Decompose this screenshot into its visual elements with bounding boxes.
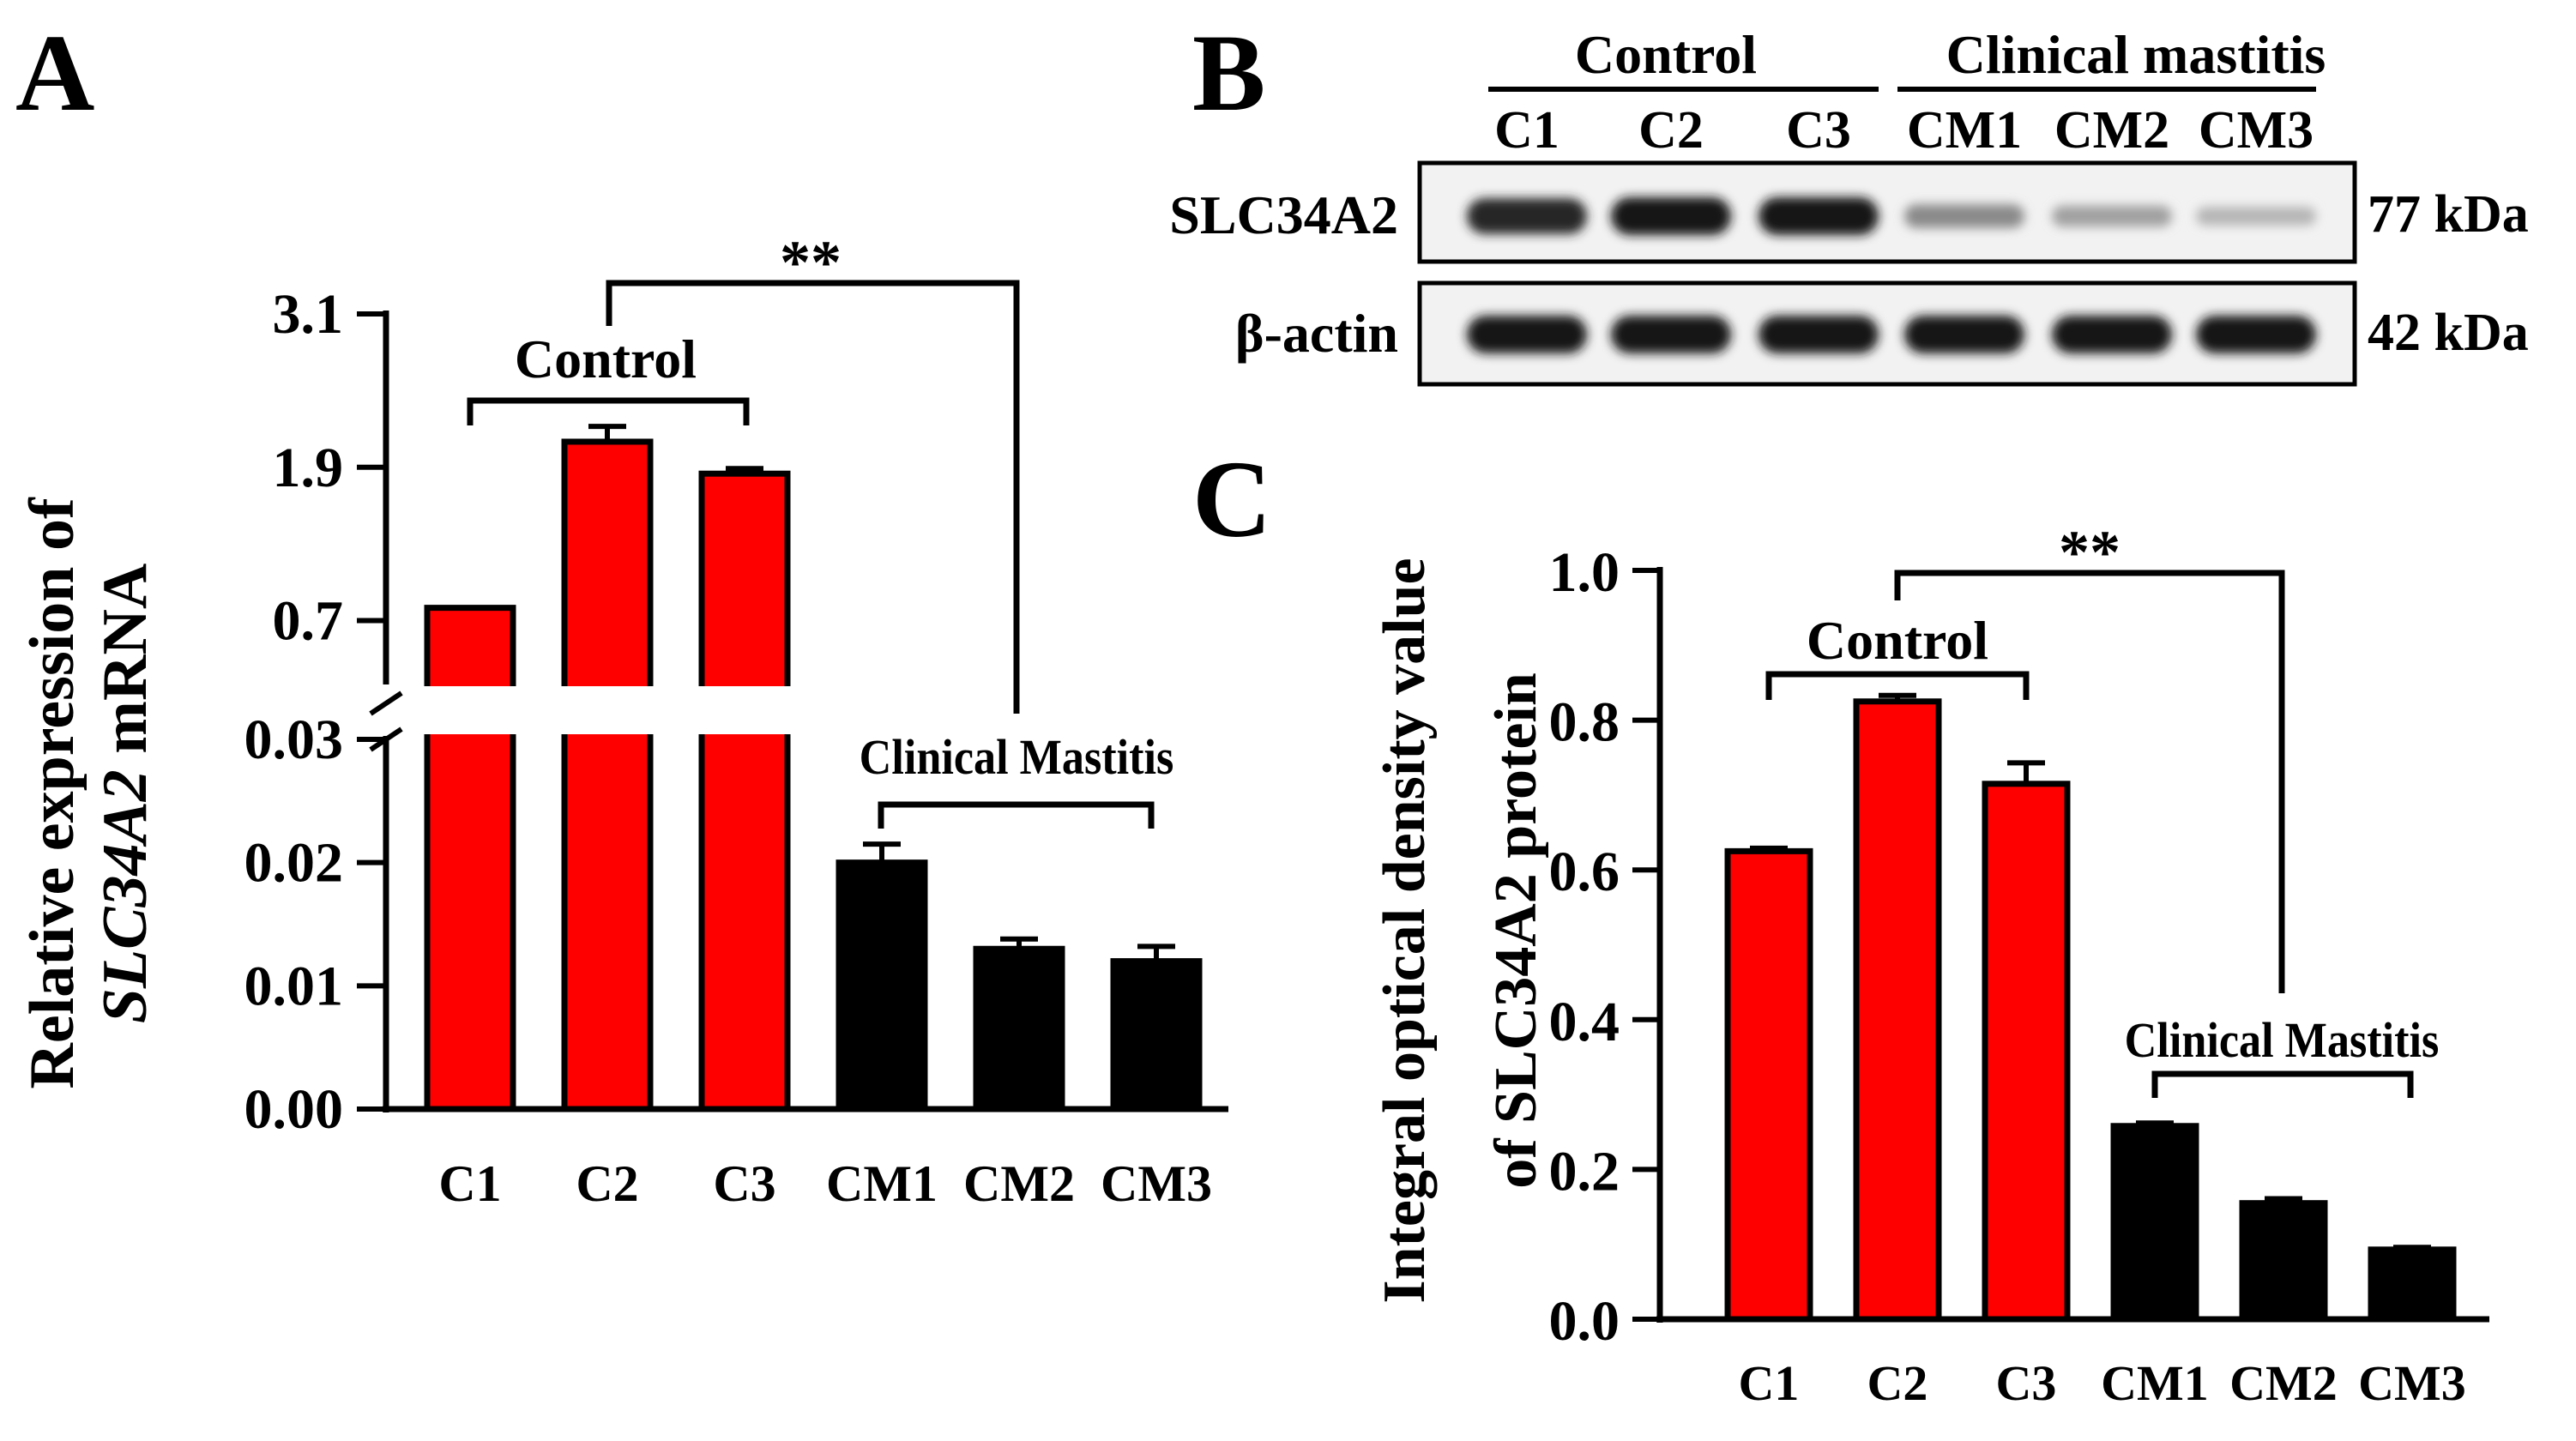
blot-lane-labels: C1 C2 C3 CM1 CM2 CM3: [1494, 101, 2314, 160]
panel-c-x-label-cm1: CM1: [2101, 1355, 2209, 1411]
panel-a-x-label-c1: C1: [438, 1155, 501, 1212]
panel-c-bars: [1724, 692, 2457, 1323]
blot-lane-label-c2: C2: [1638, 101, 1704, 160]
blot-row-actin-label: β-actin: [1235, 303, 1398, 364]
panel-a-axis-break-mark-bottom: [369, 727, 403, 752]
panel-c-mastitis-label: Clinical Mastitis: [2125, 1012, 2440, 1067]
panel-a-x-label-cm2: CM2: [963, 1155, 1075, 1212]
panel-a: A Relative expression of SLC34A2 mRNA 0.…: [15, 12, 1235, 1212]
panel-c: C Integral optical density value of SLC3…: [1192, 438, 2489, 1411]
panel-c-bar-c3: [1982, 781, 2071, 1323]
panel-a-axis-break-gap: [377, 686, 1235, 734]
panel-c-y-tick-label: 0.4: [1549, 991, 1620, 1053]
panel-c-x-label-c1: C1: [1739, 1355, 1800, 1411]
panel-c-y-ticks: 0.0 0.2 0.4 0.6 0.8 1.0: [1549, 541, 1660, 1353]
blot-band-slc34a2-c3: [1759, 197, 1879, 235]
panel-a-bar-c1: [424, 605, 516, 1112]
panel-a-x-label-c3: C3: [713, 1155, 775, 1212]
blot-lane-label-cm2: CM2: [2054, 101, 2169, 160]
blot-lane-label-cm3: CM3: [2199, 101, 2314, 160]
blot-lane-label-cm1: CM1: [1907, 101, 2022, 160]
blot-band-actin-c1: [1467, 316, 1587, 353]
panel-c-control-label: Control: [1807, 610, 1988, 671]
panel-c-x-tick-labels: C1 C2 C3 CM1 CM2 CM3: [1739, 1355, 2466, 1411]
panel-c-mastitis-bracket: [2151, 1070, 2414, 1098]
blot-bands: [1467, 197, 2316, 353]
panel-a-control-bracket: [467, 397, 750, 425]
panel-a-y-tick-label: 0.00: [244, 1078, 344, 1141]
panel-c-significance-bracket: [1894, 570, 2285, 993]
panel-a-y-tick-label: 0.03: [244, 708, 344, 771]
panel-c-x-label-cm2: CM2: [2229, 1355, 2338, 1411]
blot-row-actin-size: 42 kDa: [2368, 304, 2529, 362]
blot-band-actin-c2: [1611, 316, 1731, 353]
panel-c-bar-c2: [1853, 698, 1942, 1323]
blot-band-actin-cm1: [1904, 316, 2024, 353]
panel-a-bar-c2: [561, 438, 654, 1112]
panel-c-x-label-c2: C2: [1867, 1355, 1928, 1411]
blot-row-slc34a2-label: SLC34A2: [1169, 184, 1398, 245]
blot-band-slc34a2-c2: [1611, 197, 1731, 235]
panel-a-bar-cm2: [973, 945, 1065, 1112]
blot-band-slc34a2-cm2: [2052, 205, 2172, 227]
blot-group-control: Control: [1575, 24, 1757, 85]
panel-c-bar-cm2: [2239, 1200, 2328, 1323]
panel-a-y-tick-label: 0.7: [273, 590, 344, 653]
panel-a-y-tick-label: 1.9: [273, 437, 344, 499]
panel-a-ylabel-suffix: mRNA: [90, 564, 160, 769]
panel-a-ylabel-gene: SLC34A2: [90, 769, 160, 1023]
panel-c-control-bracket: [1765, 671, 2030, 700]
panel-a-x-label-c2: C2: [576, 1155, 638, 1212]
blot-band-actin-c3: [1759, 316, 1879, 353]
panel-a-y-ticks: 0.00 0.01 0.02 0.03 0.7 1.9 3.1: [244, 283, 386, 1141]
panel-c-x-label-cm3: CM3: [2358, 1355, 2466, 1411]
blot-group-mastitis: Clinical mastitis: [1946, 24, 2326, 85]
blot-row-slc34a2-size: 77 kDa: [2368, 185, 2529, 244]
blot-lane-label-c1: C1: [1494, 101, 1559, 160]
blot-band-slc34a2-c1: [1467, 198, 1587, 234]
panel-a-y-tick-label: 3.1: [273, 283, 344, 346]
panel-c-x-label-c3: C3: [1996, 1355, 2057, 1411]
panel-c-y-tick-label: 0.8: [1549, 691, 1620, 754]
panel-c-y-tick-label: 0.0: [1549, 1290, 1620, 1353]
panel-c-y-tick-label: 0.2: [1549, 1140, 1620, 1203]
panel-a-y-tick-label: 0.02: [244, 832, 344, 895]
panel-c-bar-c1: [1724, 847, 1813, 1323]
blot-band-slc34a2-cm1: [1904, 204, 2024, 228]
panel-c-letter: C: [1192, 438, 1271, 560]
panel-a-mastitis-label: Clinical Mastitis: [860, 729, 1174, 784]
panel-c-ylabel-line1: Integral optical density value: [1372, 558, 1438, 1303]
panel-c-bar-cm3: [2368, 1246, 2457, 1323]
panel-c-ylabel-line2: of SLC34A2 protein: [1483, 672, 1549, 1189]
panel-c-significance-label: **: [2059, 518, 2121, 587]
panel-a-bar-cm3: [1110, 958, 1203, 1112]
panel-a-control-label: Control: [515, 329, 697, 389]
panel-c-bar-cm1: [2110, 1123, 2199, 1323]
panel-c-y-tick-label: 1.0: [1549, 541, 1620, 604]
panel-b-letter: B: [1192, 12, 1265, 134]
blot-lane-label-c3: C3: [1786, 101, 1851, 160]
panel-a-x-label-cm1: CM1: [826, 1155, 938, 1212]
panel-a-ylabel-line1: Relative expression of: [17, 497, 87, 1089]
panel-a-significance-label: **: [780, 228, 842, 297]
panel-a-x-label-cm3: CM3: [1101, 1155, 1212, 1212]
panel-a-axis-break-mark-top: [369, 690, 403, 716]
panel-a-mastitis-bracket: [878, 801, 1155, 829]
panel-b: B Control Clinical mastitis C1 C2 C3 CM1 CM2…: [1169, 12, 2529, 387]
panel-a-significance-bracket: [606, 280, 1020, 714]
panel-a-bar-c3: [698, 470, 791, 1112]
panel-c-y-tick-label: 0.6: [1549, 841, 1620, 903]
blot-band-slc34a2-cm3: [2196, 207, 2316, 226]
panel-a-ylabel-line2: SLC34A2 mRNA: [90, 564, 160, 1024]
blot-band-actin-cm3: [2196, 316, 2316, 353]
blot-band-actin-cm2: [2052, 316, 2172, 353]
panel-a-x-tick-labels: C1 C2 C3 CM1 CM2 CM3: [438, 1155, 1212, 1212]
panel-a-letter: A: [15, 12, 94, 134]
panel-a-bar-cm1: [836, 859, 928, 1112]
panel-a-y-tick-label: 0.01: [244, 955, 344, 1017]
